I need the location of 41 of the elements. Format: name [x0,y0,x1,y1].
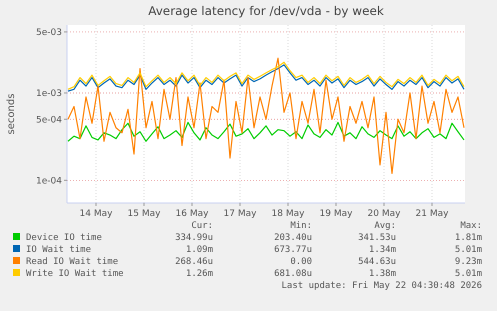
text: 0.00 [290,257,312,267]
legend-label: IO Wait time [26,245,92,255]
text: 681.08u [274,269,312,279]
text: Last update: Fri May 22 04:30:48 2026 [282,281,482,291]
y-tick-label: 1e-03 [36,89,62,100]
text: 334.99u [175,233,213,243]
text: 673.77u [274,245,312,255]
text: 5.01m [454,269,482,279]
x-tick-label: 16 May [176,209,210,219]
text: 1.26m [186,269,213,279]
x-tick-label: 19 May [320,209,354,219]
legend-label: Device IO time [26,233,102,243]
text: Max: [460,221,482,231]
text: 5.01m [454,245,482,255]
x-tick-label: 17 May [224,209,258,219]
x-tick-label: 18 May [272,209,306,219]
text: 268.46u [175,257,213,267]
line-series [67,122,465,142]
text: 544.63u [358,257,396,267]
chart-title: Average latency for /dev/vda - by week [148,4,384,18]
y-tick-label: 5e-04 [36,115,62,126]
text: Cur: [191,221,213,231]
x-tick-label: 21 May [416,209,450,219]
text: 1.81m [454,233,482,243]
legend-label: Read IO Wait time [26,257,118,267]
line-series [67,58,465,174]
y-axis-title: seconds [6,94,17,134]
y-tick-label: 1e-04 [36,176,62,186]
x-tick-label: 15 May [128,209,162,219]
text: Min: [290,221,312,231]
text: 1.09m [186,245,213,255]
text: 203.40u [274,233,312,243]
x-tick-label: 20 May [368,209,402,219]
text: 341.53u [358,233,396,243]
text: 9.23m [454,257,482,267]
y-tick-label: 5e-03 [36,28,62,38]
text: 1.38m [368,269,396,279]
text: Avg: [374,221,396,231]
text: 1.34m [368,245,396,255]
legend-label: Write IO Wait time [26,269,124,279]
x-tick-label: 14 May [80,209,114,219]
